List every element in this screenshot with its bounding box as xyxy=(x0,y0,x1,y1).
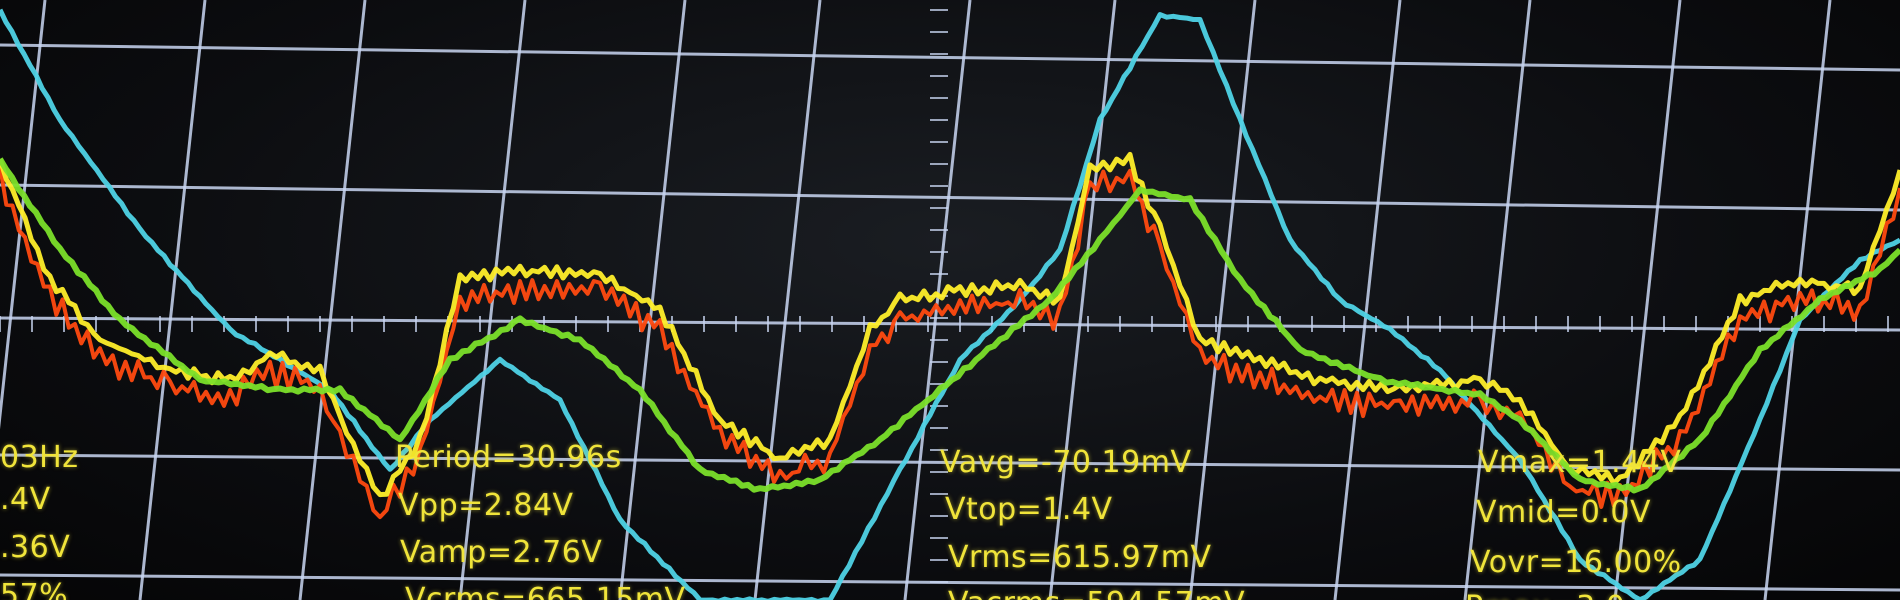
grid-vertical-line xyxy=(1190,0,1255,600)
grid-vertical-line xyxy=(1335,0,1400,600)
measurement-vmid: Vmid=0.0V xyxy=(1476,495,1651,530)
measurement-vamp-partial: .36V xyxy=(0,530,70,565)
measurement-vacrms: Vacrms=594.57mV xyxy=(948,586,1245,600)
measurement-percent-partial: 57% xyxy=(0,578,68,600)
measurement-vrms: Vrms=615.97mV xyxy=(948,540,1212,575)
measurement-vamp: Vamp=2.76V xyxy=(400,535,602,570)
grid-vertical-line xyxy=(140,0,205,600)
grid-horizontal-line xyxy=(0,318,1900,330)
measurement-vpp-partial: .4V xyxy=(0,482,51,517)
measurement-vovr: Vovr=16.00% xyxy=(1470,545,1682,580)
grid-horizontal-line xyxy=(0,45,1900,70)
measurement-frequency: 03Hz xyxy=(0,440,78,475)
grid-vertical-line xyxy=(755,0,820,600)
measurement-vcrms: Vcrms=665.15mV xyxy=(405,582,686,600)
grid-vertical-line xyxy=(300,0,365,600)
measurement-vtop: Vtop=1.4V xyxy=(945,492,1113,527)
measurement-pmax: Pmax=3.0 xyxy=(1465,590,1625,600)
measurement-vavg: Vavg=-70.19mV xyxy=(940,445,1191,480)
measurement-vmax: Vmax=1.44V xyxy=(1478,445,1681,480)
grid-vertical-line xyxy=(620,0,685,600)
measurement-period: Period=30.96s xyxy=(395,440,622,475)
measurement-vpp: Vpp=2.84V xyxy=(398,488,574,523)
